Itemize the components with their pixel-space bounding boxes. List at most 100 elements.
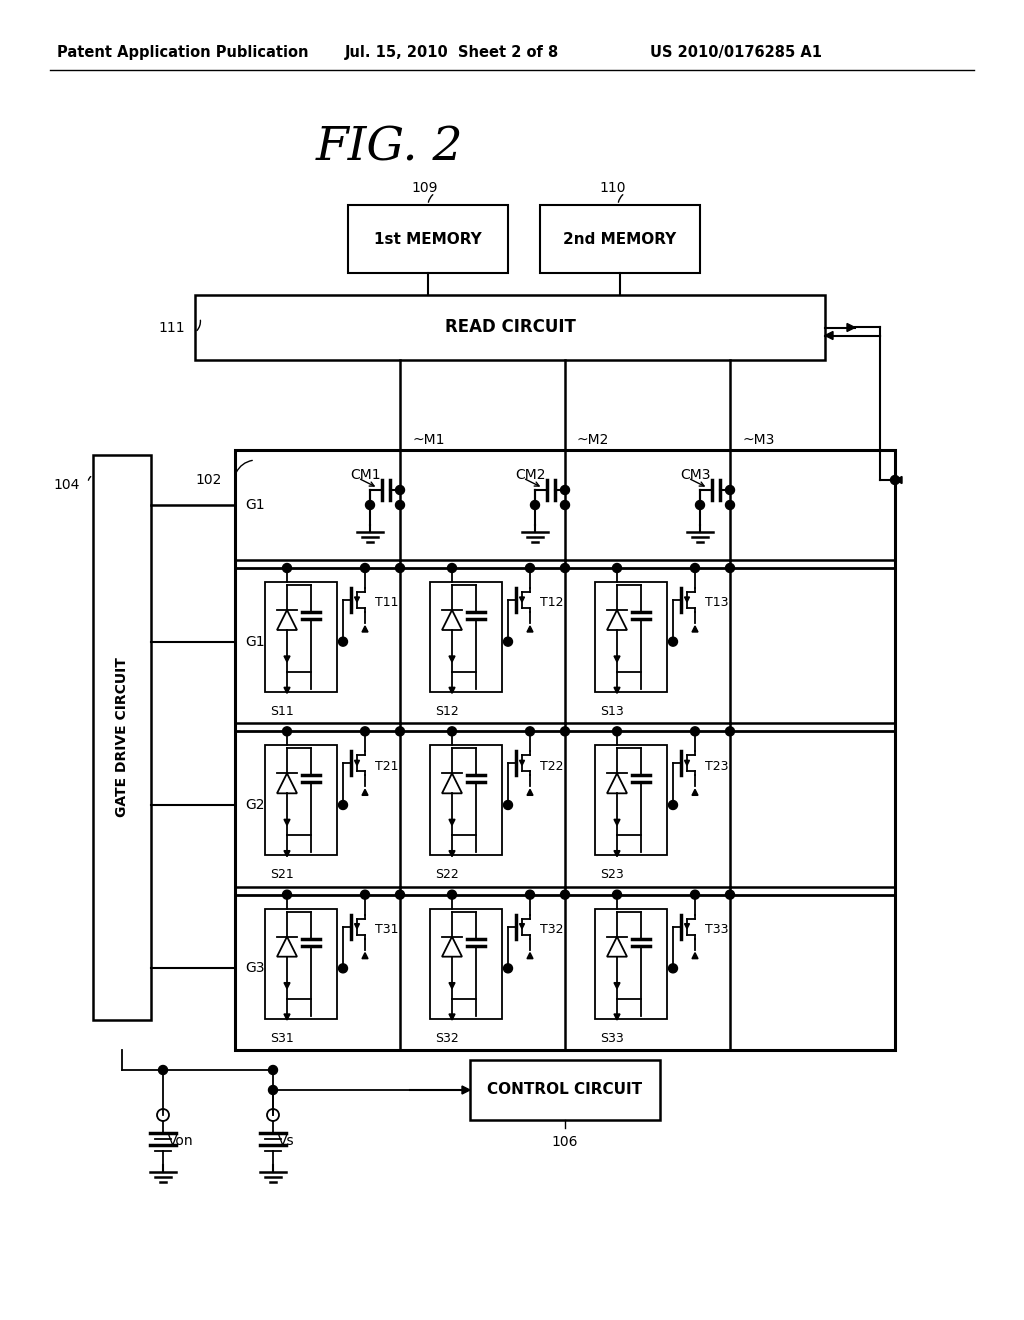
Bar xyxy=(470,1060,660,1119)
Text: 102: 102 xyxy=(196,473,222,487)
Circle shape xyxy=(283,727,292,735)
Circle shape xyxy=(695,500,705,510)
Bar xyxy=(430,582,502,692)
Text: S21: S21 xyxy=(270,869,294,882)
Text: T13: T13 xyxy=(705,597,728,610)
Polygon shape xyxy=(362,626,368,632)
Polygon shape xyxy=(895,477,902,483)
Bar xyxy=(595,582,667,692)
Bar xyxy=(595,746,667,855)
Polygon shape xyxy=(449,656,455,663)
Polygon shape xyxy=(607,937,627,957)
Text: S22: S22 xyxy=(435,869,459,882)
Circle shape xyxy=(891,475,899,484)
Text: CM1: CM1 xyxy=(350,469,381,482)
Text: T22: T22 xyxy=(540,760,563,772)
Circle shape xyxy=(612,564,622,573)
Circle shape xyxy=(339,638,347,647)
Text: T12: T12 xyxy=(540,597,563,610)
Polygon shape xyxy=(284,820,290,825)
Polygon shape xyxy=(614,820,620,825)
Polygon shape xyxy=(278,610,297,630)
Polygon shape xyxy=(449,850,455,857)
Circle shape xyxy=(447,890,457,899)
Circle shape xyxy=(612,890,622,899)
Text: S31: S31 xyxy=(270,1031,294,1044)
Circle shape xyxy=(360,890,370,899)
Circle shape xyxy=(690,727,699,735)
Circle shape xyxy=(504,638,512,647)
Circle shape xyxy=(560,486,569,495)
Bar xyxy=(93,455,151,1020)
Text: 104: 104 xyxy=(53,478,80,492)
Circle shape xyxy=(395,564,404,573)
Circle shape xyxy=(360,564,370,573)
Polygon shape xyxy=(442,774,462,793)
Text: 1st MEMORY: 1st MEMORY xyxy=(374,231,482,247)
Text: GATE DRIVE CIRCUIT: GATE DRIVE CIRCUIT xyxy=(115,657,129,817)
Bar xyxy=(540,205,700,273)
Circle shape xyxy=(395,727,404,735)
Text: 111: 111 xyxy=(159,321,185,334)
Polygon shape xyxy=(449,820,455,825)
Circle shape xyxy=(725,890,734,899)
Circle shape xyxy=(283,564,292,573)
Polygon shape xyxy=(519,597,524,602)
Polygon shape xyxy=(354,924,359,929)
Circle shape xyxy=(560,500,569,510)
Text: READ CIRCUIT: READ CIRCUIT xyxy=(444,318,575,337)
Text: T33: T33 xyxy=(705,923,728,936)
Text: ~M1: ~M1 xyxy=(412,433,444,447)
Circle shape xyxy=(612,727,622,735)
Text: CM2: CM2 xyxy=(515,469,546,482)
Circle shape xyxy=(268,1065,278,1074)
Polygon shape xyxy=(614,688,620,693)
Circle shape xyxy=(366,500,375,510)
Bar xyxy=(234,450,895,1049)
Polygon shape xyxy=(684,760,689,766)
Polygon shape xyxy=(354,760,359,766)
Text: G1: G1 xyxy=(245,498,265,512)
Polygon shape xyxy=(284,850,290,857)
Polygon shape xyxy=(527,789,534,796)
Polygon shape xyxy=(442,937,462,957)
Circle shape xyxy=(525,564,535,573)
Text: CONTROL CIRCUIT: CONTROL CIRCUIT xyxy=(487,1082,643,1097)
Circle shape xyxy=(360,727,370,735)
Text: ~M2: ~M2 xyxy=(577,433,609,447)
Circle shape xyxy=(395,890,404,899)
Circle shape xyxy=(525,727,535,735)
Polygon shape xyxy=(278,774,297,793)
Polygon shape xyxy=(607,610,627,630)
Circle shape xyxy=(560,727,569,735)
Polygon shape xyxy=(519,924,524,929)
Polygon shape xyxy=(449,688,455,693)
Circle shape xyxy=(725,486,734,495)
Text: S33: S33 xyxy=(600,1031,624,1044)
Polygon shape xyxy=(354,597,359,602)
Bar xyxy=(265,746,337,855)
Text: 109: 109 xyxy=(412,181,438,195)
Polygon shape xyxy=(284,688,290,693)
Text: Vs: Vs xyxy=(278,1134,295,1148)
Bar xyxy=(348,205,508,273)
Circle shape xyxy=(669,638,678,647)
Polygon shape xyxy=(614,850,620,857)
Polygon shape xyxy=(284,1014,290,1020)
Circle shape xyxy=(560,564,569,573)
Circle shape xyxy=(560,890,569,899)
Text: G1: G1 xyxy=(245,635,265,648)
Text: 106: 106 xyxy=(552,1135,579,1148)
Polygon shape xyxy=(442,610,462,630)
Polygon shape xyxy=(449,982,455,989)
Text: CM3: CM3 xyxy=(680,469,711,482)
Text: US 2010/0176285 A1: US 2010/0176285 A1 xyxy=(650,45,822,59)
Circle shape xyxy=(447,564,457,573)
Circle shape xyxy=(159,1065,168,1074)
Text: 110: 110 xyxy=(600,181,627,195)
Text: ~M3: ~M3 xyxy=(742,433,774,447)
Polygon shape xyxy=(278,937,297,957)
Text: T11: T11 xyxy=(375,597,398,610)
Circle shape xyxy=(283,890,292,899)
Polygon shape xyxy=(692,953,698,958)
